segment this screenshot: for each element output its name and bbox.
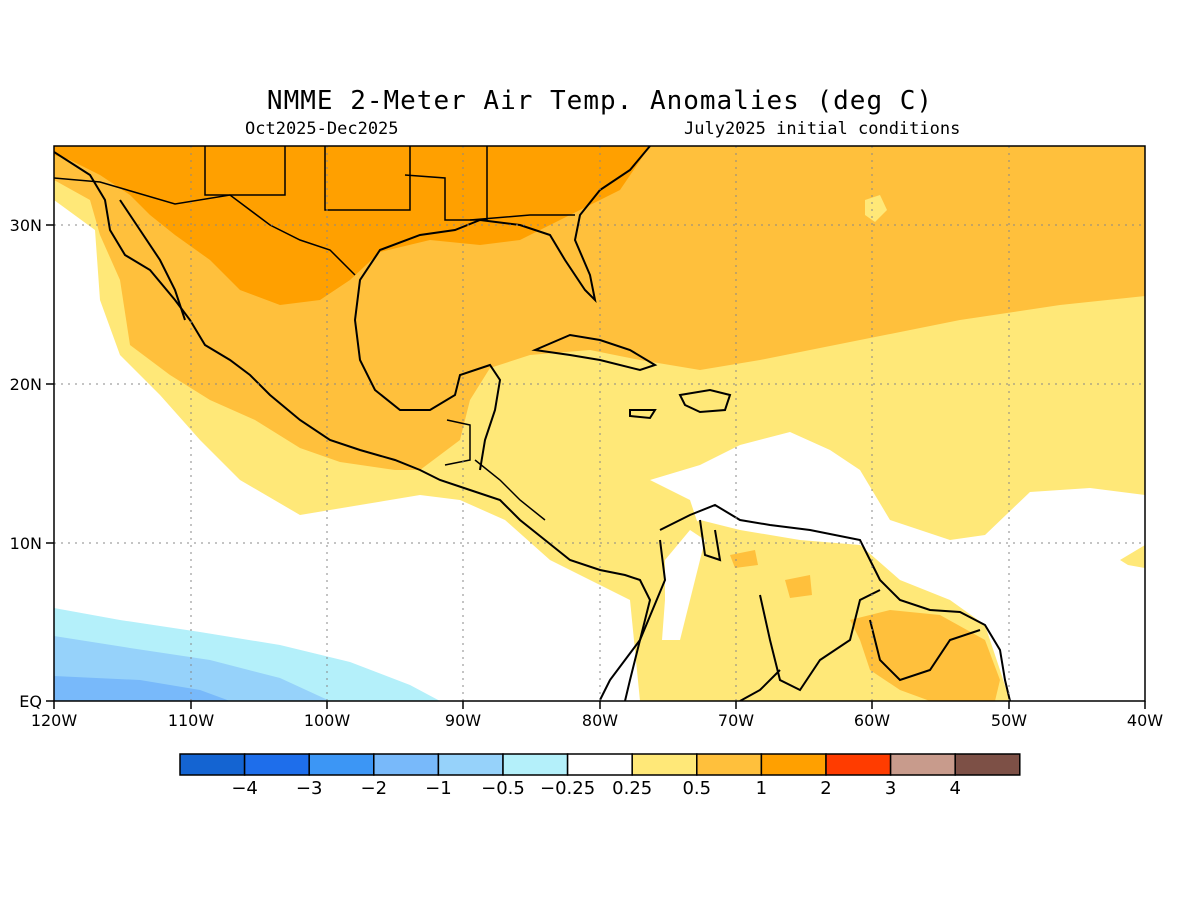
colorbar-label: −0.25 <box>540 778 595 799</box>
lon-tick-label: 110W <box>168 711 215 730</box>
colorbar-swatch <box>760 753 827 776</box>
colorbar-label: −2 <box>361 778 388 799</box>
colorbar-swatch <box>308 753 375 776</box>
anomaly-region-mid-blue <box>54 676 230 701</box>
initial-conditions: July2025 initial conditions <box>684 119 961 139</box>
lon-tick-label: 40W <box>1127 711 1163 730</box>
lon-tick-label: 90W <box>445 711 481 730</box>
colorbar-swatch <box>179 753 246 776</box>
lon-tick-label: 70W <box>718 711 754 730</box>
anomaly-fields <box>54 146 1145 701</box>
colorbar-label: 0.25 <box>612 778 652 799</box>
colorbar-swatch <box>243 753 310 776</box>
colorbar-label: −4 <box>231 778 258 799</box>
colorbar-swatch <box>954 753 1021 776</box>
colorbar-label: −0.5 <box>481 778 525 799</box>
lon-tick-label: 100W <box>304 711 351 730</box>
colorbar-swatch <box>696 753 763 776</box>
colorbar-swatch <box>631 753 698 776</box>
lon-tick-labels: 120W 110W 100W 90W 80W 70W 60W 50W 40W <box>31 711 1163 730</box>
lat-tick-label: 10N <box>10 534 42 553</box>
tick-marks <box>46 224 1146 709</box>
lon-tick-label: 120W <box>31 711 78 730</box>
borders <box>54 146 575 521</box>
lon-tick-label: 50W <box>991 711 1027 730</box>
colorbar-label: 2 <box>820 778 831 799</box>
colorbar: −4 −3 −2 −1 −0.5 −0.25 0.25 0.5 1 2 3 4 <box>179 753 1021 799</box>
colorbar-label: 0.5 <box>682 778 711 799</box>
anomaly-region-orange-east <box>865 195 887 222</box>
colorbar-label: −3 <box>296 778 323 799</box>
colorbar-label: 4 <box>949 778 960 799</box>
lat-tick-labels: 30N 20N 10N EQ <box>10 216 42 711</box>
coastlines <box>54 146 1011 701</box>
forecast-period: Oct2025-Dec2025 <box>245 119 399 139</box>
map-title: NMME 2-Meter Air Temp. Anomalies (deg C) <box>266 86 934 116</box>
anomaly-region-light-yellow-east <box>1120 545 1145 568</box>
colorbar-swatch <box>825 753 892 776</box>
colorbar-swatch <box>566 753 633 776</box>
colorbar-swatch <box>889 753 956 776</box>
lon-tick-label: 60W <box>854 711 890 730</box>
lat-tick-label: 30N <box>10 216 42 235</box>
gridlines <box>54 146 1145 701</box>
colorbar-swatch <box>373 753 440 776</box>
lat-tick-label: EQ <box>19 692 42 711</box>
colorbar-label: −1 <box>425 778 452 799</box>
colorbar-swatch <box>502 753 569 776</box>
anomaly-region-dark-orange <box>54 146 650 305</box>
colorbar-swatch <box>437 753 504 776</box>
lon-tick-label: 80W <box>582 711 618 730</box>
lat-tick-label: 20N <box>10 375 42 394</box>
colorbar-label: 1 <box>756 778 767 799</box>
colorbar-label: 3 <box>885 778 896 799</box>
